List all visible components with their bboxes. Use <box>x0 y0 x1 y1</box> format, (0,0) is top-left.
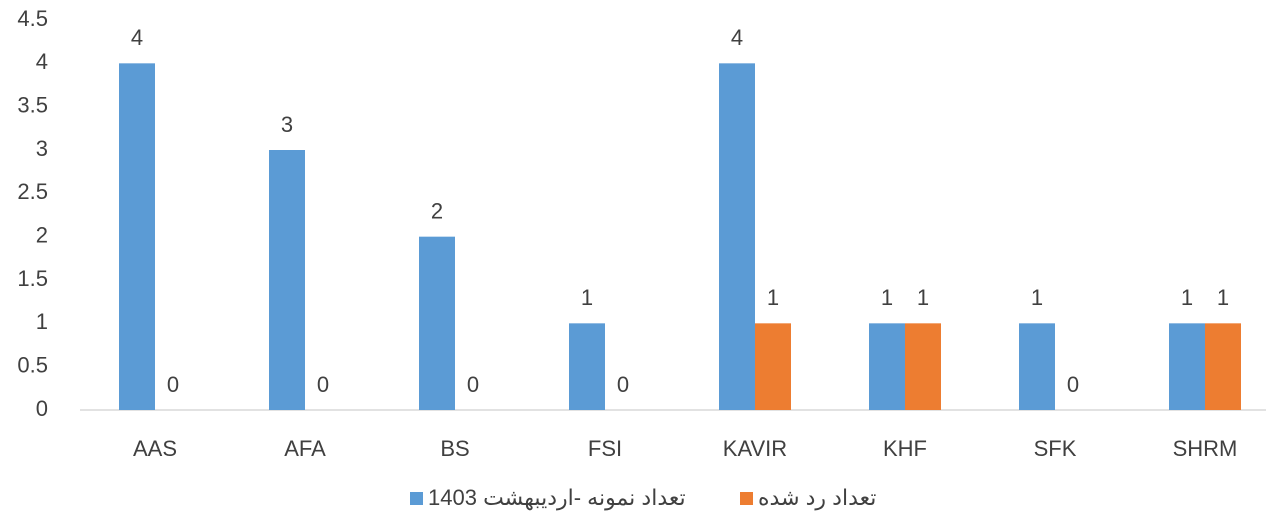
data-label: 1 <box>1031 285 1043 310</box>
bar <box>755 323 791 410</box>
data-label: 3 <box>281 112 293 137</box>
y-tick-label: 1 <box>36 309 48 334</box>
bar <box>869 323 905 410</box>
data-label: 4 <box>731 25 743 50</box>
x-tick-label: SFK <box>1034 436 1077 461</box>
data-label: 0 <box>167 372 179 397</box>
x-tick-label: SHRM <box>1173 436 1238 461</box>
data-label: 1 <box>917 285 929 310</box>
bar <box>419 236 455 410</box>
y-tick-label: 2 <box>36 222 48 247</box>
y-tick-label: 1.5 <box>17 266 48 291</box>
bar <box>119 63 155 410</box>
bar <box>1019 323 1055 410</box>
x-tick-label: FSI <box>588 436 622 461</box>
bar <box>719 63 755 410</box>
y-tick-label: 0.5 <box>17 352 48 377</box>
x-tick-label: KHF <box>883 436 927 461</box>
bar <box>905 323 941 410</box>
legend-swatch <box>410 492 423 505</box>
data-label: 0 <box>1067 372 1079 397</box>
data-label: 0 <box>617 372 629 397</box>
data-label: 1 <box>881 285 893 310</box>
bar <box>569 323 605 410</box>
data-label: 1 <box>1217 285 1229 310</box>
data-label: 4 <box>131 25 143 50</box>
y-tick-label: 3.5 <box>17 92 48 117</box>
legend-swatch <box>740 492 753 505</box>
y-tick-label: 2.5 <box>17 179 48 204</box>
y-tick-label: 4 <box>36 49 48 74</box>
bar <box>1169 323 1205 410</box>
y-tick-label: 0 <box>36 396 48 421</box>
x-tick-label: KAVIR <box>723 436 787 461</box>
data-label: 0 <box>317 372 329 397</box>
data-label: 1 <box>1181 285 1193 310</box>
bar <box>269 150 305 410</box>
data-label: 1 <box>581 285 593 310</box>
data-label: 2 <box>431 198 443 223</box>
legend-label: تعداد نمونه -اردیبهشت 1403 <box>428 485 686 510</box>
data-label: 1 <box>767 285 779 310</box>
x-tick-label: AFA <box>284 436 326 461</box>
y-tick-label: 3 <box>36 136 48 161</box>
x-tick-label: AAS <box>133 436 177 461</box>
x-tick-label: BS <box>440 436 469 461</box>
data-label: 0 <box>467 372 479 397</box>
y-tick-label: 4.5 <box>17 6 48 31</box>
legend-label: تعداد رد شده <box>758 485 876 510</box>
bar <box>1205 323 1241 410</box>
